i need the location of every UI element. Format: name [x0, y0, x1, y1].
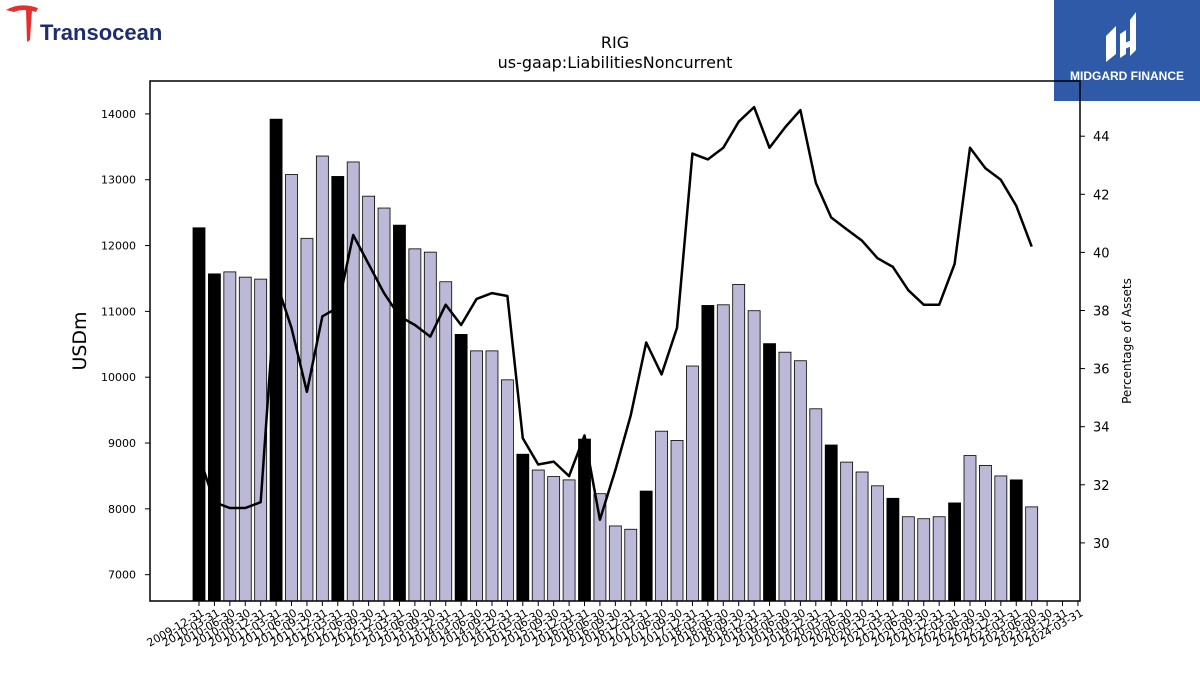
bar — [300, 237, 314, 602]
y-tick-label: 10000 — [101, 371, 136, 384]
bar — [608, 525, 622, 602]
bar — [840, 461, 854, 602]
midgard-finance-logo: MIDGARD FINANCE — [1054, 0, 1200, 101]
y-tick-label: 7000 — [108, 569, 136, 582]
bar — [670, 439, 684, 602]
bar — [1009, 479, 1023, 602]
bar — [979, 465, 992, 602]
y-tick-label: 9000 — [108, 437, 136, 450]
bar — [701, 305, 715, 602]
bar — [917, 518, 931, 602]
bar — [408, 248, 422, 602]
pct-assets-line — [197, 105, 1033, 521]
bar — [562, 479, 576, 602]
bar — [208, 273, 221, 602]
line-series — [197, 105, 1033, 521]
bar — [994, 475, 1008, 602]
bar — [393, 224, 406, 602]
bar — [655, 430, 668, 602]
chart-subtitle: us-gaap:LiabilitiesNoncurrent — [498, 53, 733, 72]
y-tick-label: 8000 — [108, 503, 136, 516]
bar-series — [192, 118, 1039, 602]
bar — [500, 379, 514, 602]
bar — [346, 161, 360, 602]
y2-tick-label: 40 — [1093, 246, 1110, 261]
bar — [485, 350, 499, 602]
bar — [223, 271, 237, 602]
bar — [315, 155, 329, 602]
bar — [732, 283, 746, 602]
bar — [423, 251, 437, 602]
y2-tick-label: 38 — [1093, 304, 1110, 319]
brand-left-text: Transocean — [40, 20, 162, 45]
y-axis-label: USDm — [69, 311, 91, 370]
bar — [716, 304, 730, 602]
bar — [624, 528, 638, 602]
bar — [470, 350, 483, 602]
bar — [901, 516, 915, 602]
midgard-mark-icon — [1106, 12, 1136, 62]
bar — [377, 207, 391, 602]
bar — [763, 343, 776, 602]
bar — [531, 469, 545, 602]
y-tick-label: 12000 — [101, 240, 136, 253]
bar — [285, 174, 298, 602]
y2-tick-label: 44 — [1093, 130, 1110, 145]
bar — [948, 502, 961, 602]
y2-tick-label: 32 — [1093, 479, 1110, 494]
y2-axis-ticks: 30 32 34 36 38 40 42 44 — [1080, 130, 1110, 552]
bar — [747, 310, 761, 602]
bar — [516, 453, 530, 602]
brand-right-text: MIDGARD FINANCE — [1070, 69, 1184, 83]
bar — [192, 227, 206, 602]
bar — [809, 408, 823, 602]
y2-axis-label: Percentage of Assets — [1120, 278, 1134, 404]
transocean-logo: Transocean — [0, 0, 190, 50]
bar — [871, 485, 884, 602]
bar — [547, 476, 561, 602]
y2-tick-label: 34 — [1093, 421, 1110, 436]
plot-frame — [149, 80, 1081, 602]
bar — [439, 281, 453, 602]
bar — [686, 365, 699, 602]
y-tick-label: 13000 — [101, 174, 136, 187]
bar — [238, 276, 252, 602]
bar — [886, 497, 900, 602]
y2-tick-label: 30 — [1093, 537, 1110, 552]
bar — [331, 176, 345, 602]
y-tick-label: 11000 — [101, 305, 136, 318]
bar — [269, 118, 283, 602]
y2-tick-label: 42 — [1093, 188, 1110, 203]
bar — [793, 360, 807, 602]
bar — [963, 455, 977, 602]
y2-tick-label: 36 — [1093, 363, 1110, 378]
bar — [454, 334, 468, 602]
chart-title: RIG — [601, 33, 629, 52]
bar — [1025, 506, 1039, 602]
bar — [855, 471, 869, 602]
y-axis-ticks: 7000 8000 9000 10000 11000 12000 13000 14000 — [101, 108, 150, 582]
bar — [778, 351, 792, 602]
bar — [639, 490, 653, 602]
bar — [824, 444, 838, 602]
x-axis-ticks: 2009-12-312010-03-312010-06-302010-09-30… — [145, 601, 1085, 650]
y-tick-label: 14000 — [101, 108, 136, 121]
bar — [932, 516, 946, 602]
